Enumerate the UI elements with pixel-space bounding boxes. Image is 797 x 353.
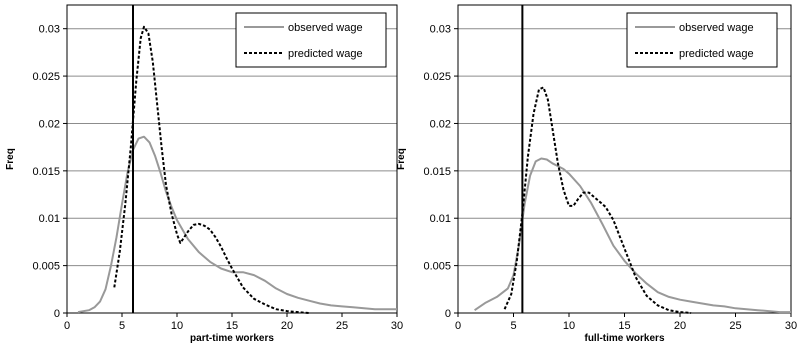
legend-label: observed wage [288, 22, 363, 34]
y-tick-label: 0.03 [39, 24, 60, 36]
x-tick-label: 0 [64, 320, 70, 332]
x-tick-label: 20 [281, 320, 293, 332]
x-tick-label: 5 [119, 320, 125, 332]
x-tick-label: 15 [226, 320, 238, 332]
y-tick-label: 0.005 [32, 261, 60, 273]
x-tick-label: 0 [455, 320, 461, 332]
y-axis-label: Freq [5, 148, 16, 170]
y-tick-label: 0.03 [430, 24, 451, 36]
y-tick-label: 0.01 [430, 213, 451, 225]
x-tick-label: 10 [171, 320, 183, 332]
x-tick-label: 30 [391, 320, 403, 332]
y-tick-label: 0 [54, 308, 60, 320]
series-line-observed-wage [77, 135, 397, 314]
x-tick-label: 5 [510, 320, 516, 332]
legend-label: predicted wage [679, 48, 754, 60]
x-axis-label: part-time workers [190, 333, 274, 344]
x-tick-label: 30 [785, 320, 797, 332]
series-line-predicted-wage [113, 25, 310, 314]
y-tick-label: 0.02 [39, 118, 60, 130]
y-axis-label: Freq [396, 148, 407, 170]
y-tick-label: 0.025 [32, 71, 60, 83]
y-tick-label: 0.02 [430, 118, 451, 130]
legend-box [626, 12, 778, 68]
y-tick-label: 0.005 [423, 261, 451, 273]
legend-box [235, 12, 387, 68]
y-tick-label: 0.015 [32, 166, 60, 178]
x-tick-label: 15 [618, 320, 630, 332]
legend-label: predicted wage [288, 48, 363, 60]
legend-label: observed wage [679, 22, 754, 34]
y-tick-label: 0.025 [423, 71, 451, 83]
x-tick-label: 20 [674, 320, 686, 332]
series-line-predicted-wage [503, 86, 692, 314]
y-tick-label: 0.015 [423, 166, 451, 178]
x-tick-label: 25 [729, 320, 741, 332]
y-tick-label: 0.01 [39, 213, 60, 225]
y-tick-label: 0 [445, 308, 451, 320]
x-tick-label: 10 [563, 320, 575, 332]
x-axis-label: full-time workers [584, 333, 664, 344]
x-tick-label: 25 [336, 320, 348, 332]
